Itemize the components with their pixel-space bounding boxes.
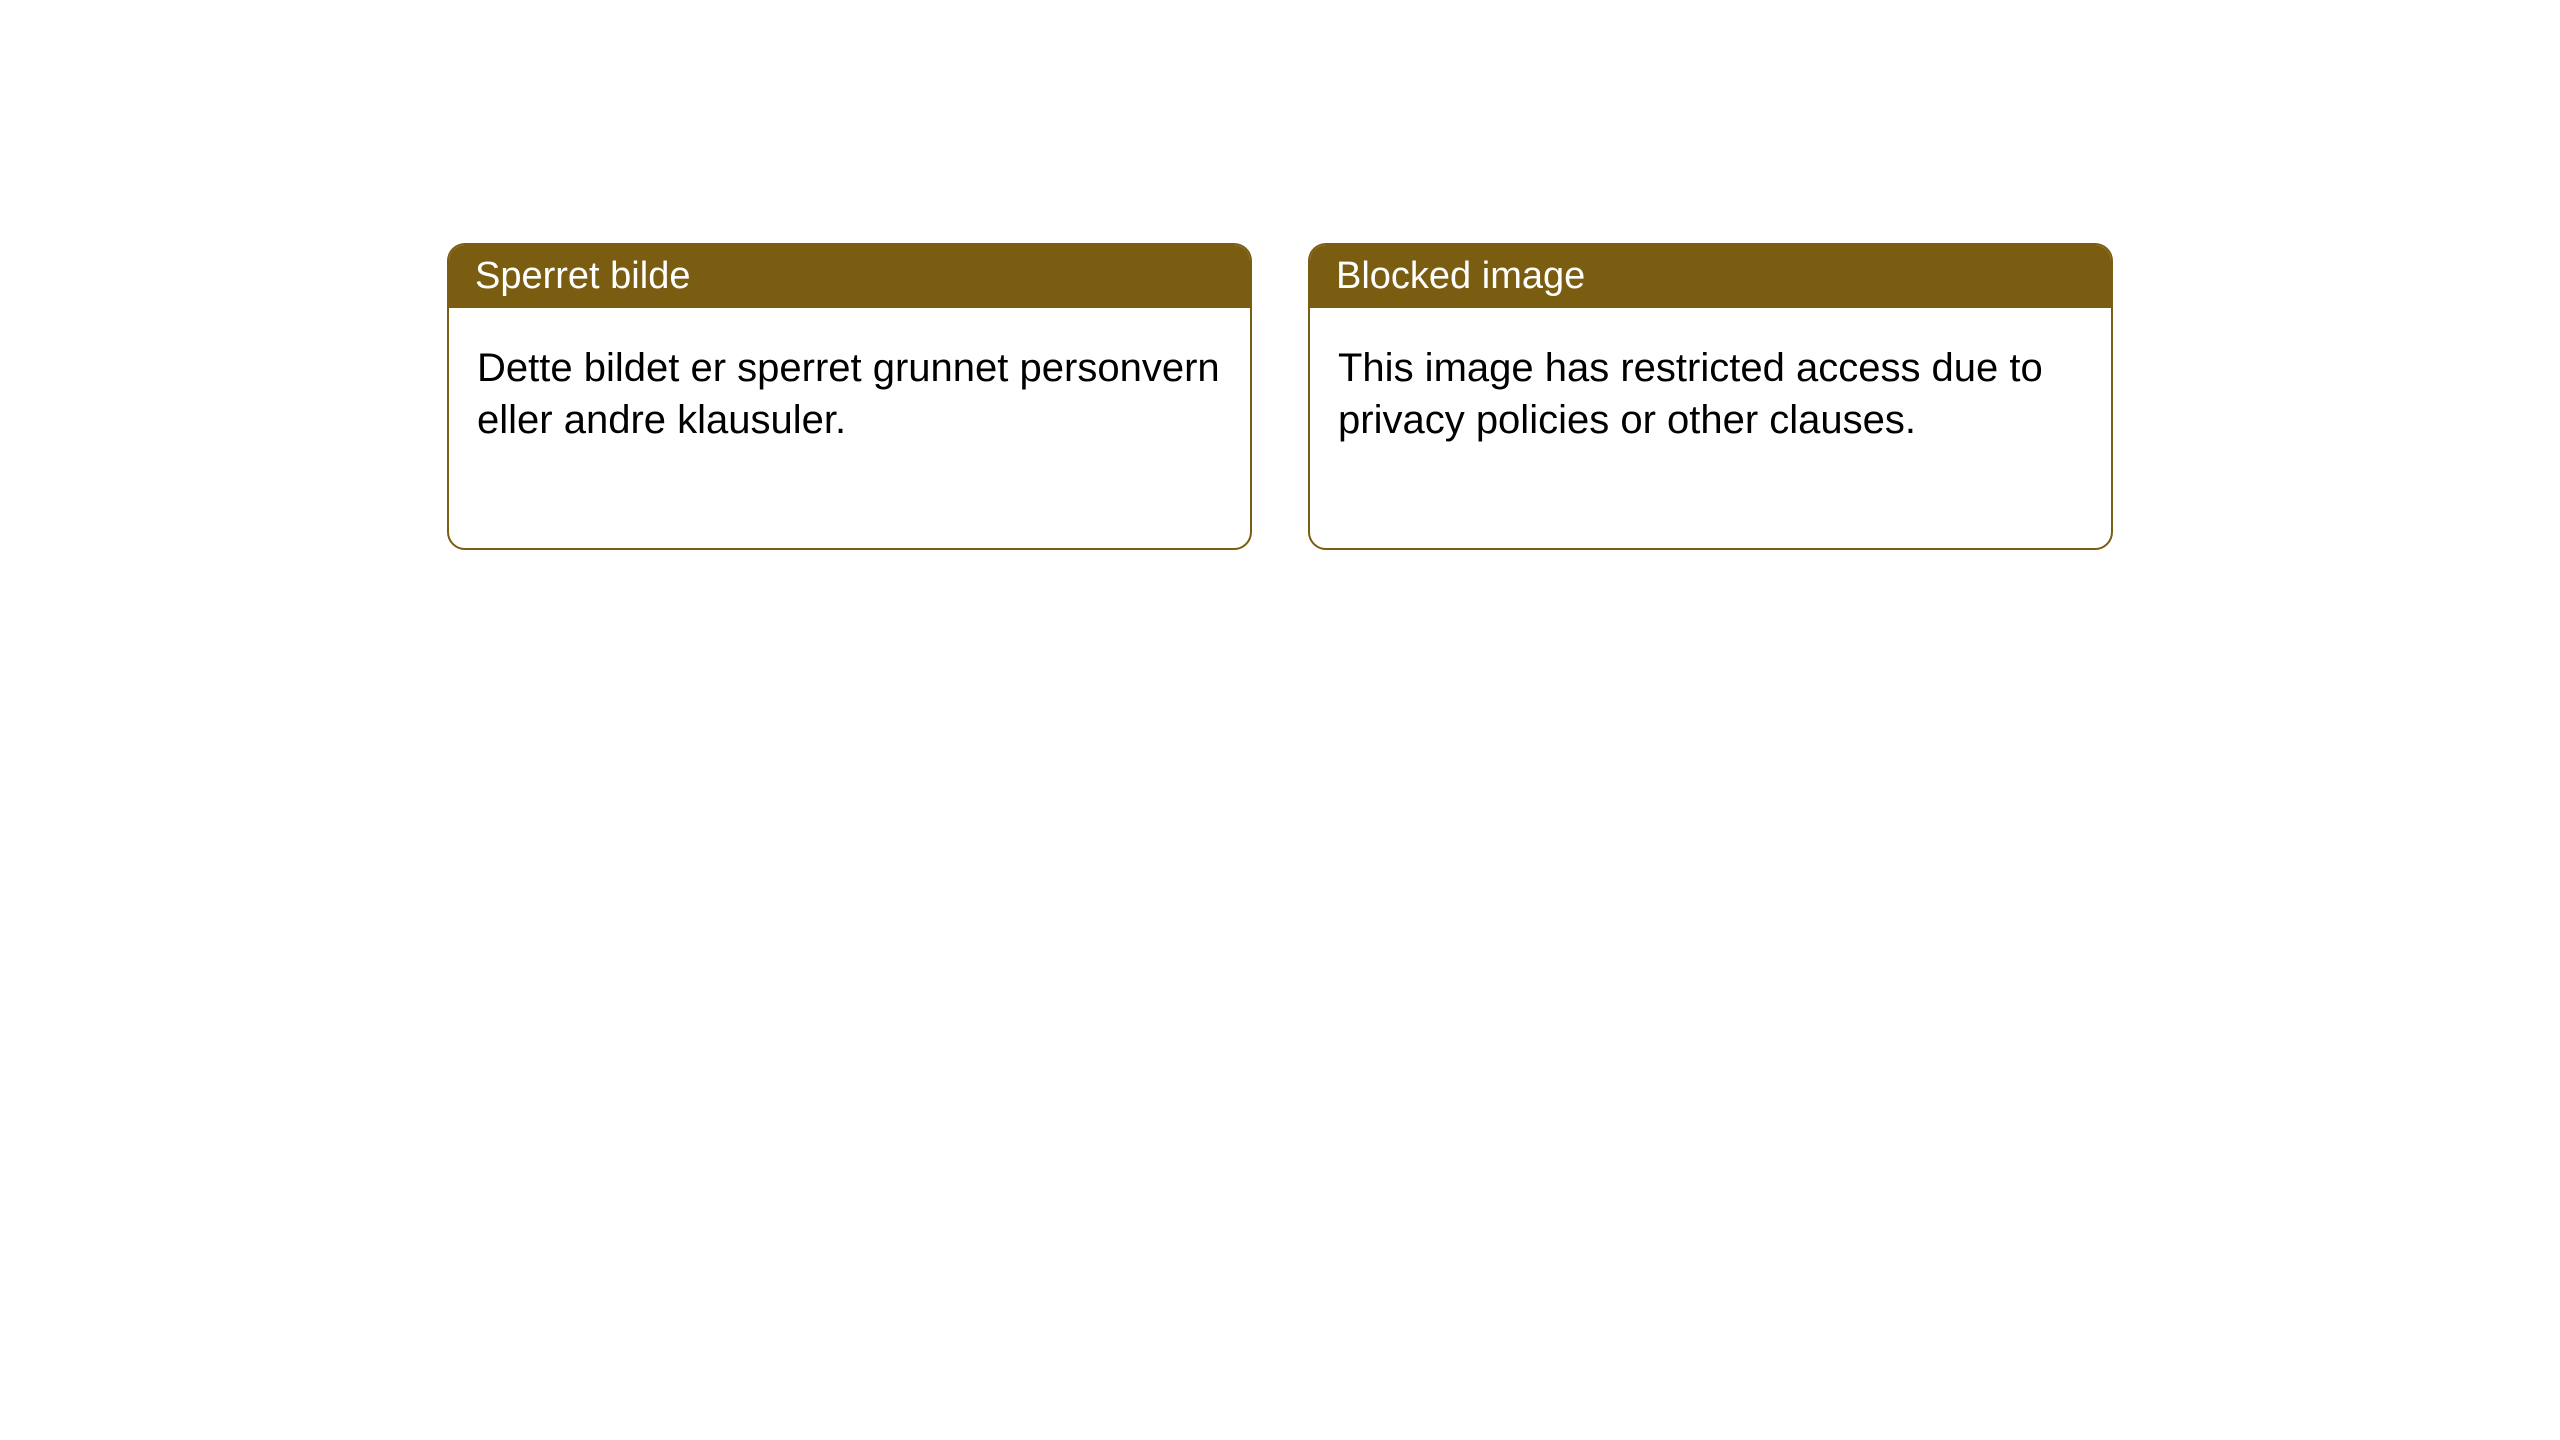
notice-header: Sperret bilde [449, 245, 1250, 308]
notice-body: This image has restricted access due to … [1310, 308, 2111, 548]
notice-body: Dette bildet er sperret grunnet personve… [449, 308, 1250, 548]
notice-header: Blocked image [1310, 245, 2111, 308]
notice-cards-container: Sperret bilde Dette bildet er sperret gr… [0, 0, 2560, 550]
notice-card-norwegian: Sperret bilde Dette bildet er sperret gr… [447, 243, 1252, 550]
notice-card-english: Blocked image This image has restricted … [1308, 243, 2113, 550]
